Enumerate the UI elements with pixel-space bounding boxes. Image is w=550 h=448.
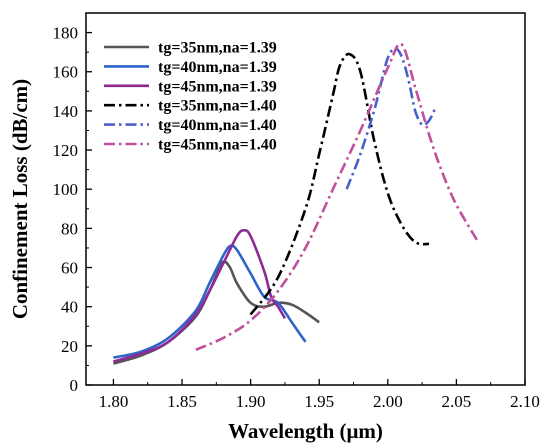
x-tick-label: 1.85 xyxy=(167,392,197,411)
plot-lines xyxy=(113,42,479,365)
x-tick-label: 2.05 xyxy=(442,392,472,411)
y-tick-label: 100 xyxy=(53,180,79,199)
y-tick-label: 160 xyxy=(53,63,79,82)
legend-label: tg=40nm,na=1.40 xyxy=(158,117,277,134)
y-tick-label: 0 xyxy=(70,376,79,395)
y-tick-label: 180 xyxy=(53,24,79,43)
y-tick-label: 120 xyxy=(53,141,79,160)
series-line-6 xyxy=(195,42,479,351)
series-line-5 xyxy=(345,46,437,190)
x-tick-label: 1.95 xyxy=(304,392,334,411)
axis-ticks xyxy=(86,31,526,386)
x-axis-title: Wavelength (μm) xyxy=(228,419,383,443)
y-tick-label: 40 xyxy=(61,298,78,317)
y-tick-label: 20 xyxy=(61,337,78,356)
legend-label: tg=40nm,na=1.39 xyxy=(158,59,277,76)
x-tick-label: 1.90 xyxy=(236,392,266,411)
plot-frame xyxy=(85,12,526,386)
x-tick-label: 1.80 xyxy=(99,392,129,411)
y-axis-title: Confinement Loss (dB/cm) xyxy=(8,79,32,319)
legend-label: tg=45nm,na=1.40 xyxy=(158,137,277,154)
legend-label: tg=35nm,na=1.39 xyxy=(158,40,277,57)
y-tick-label: 80 xyxy=(61,219,78,238)
x-tick-label: 2.10 xyxy=(510,392,540,411)
x-tick-label: 2.00 xyxy=(373,392,403,411)
y-tick-label: 140 xyxy=(53,102,79,121)
legend-label: tg=45nm,na=1.39 xyxy=(158,78,277,95)
series-line-3 xyxy=(113,228,287,363)
legend: tg=35nm,na=1.39 tg=40nm,na=1.39 tg=45nm,na… xyxy=(104,40,277,154)
x-tick-labels: 1.80 1.85 1.90 1.95 2.00 2.05 2.10 xyxy=(99,392,540,411)
y-tick-labels: 0 20 40 60 80 100 120 140 160 180 xyxy=(53,24,79,395)
series-line-2 xyxy=(113,244,307,359)
y-tick-label: 60 xyxy=(61,259,78,278)
series-line-4 xyxy=(249,52,430,316)
legend-label: tg=35nm,na=1.40 xyxy=(158,98,277,115)
